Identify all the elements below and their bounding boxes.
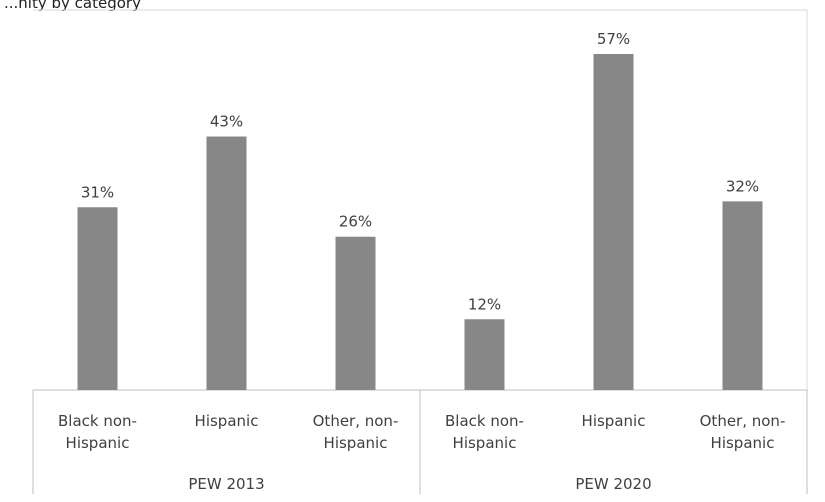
category-tick-label: Hispanic xyxy=(453,434,517,452)
category-tick-label: Other, non- xyxy=(700,412,786,430)
category-tick-label: Other, non- xyxy=(313,412,399,430)
category-tick-label: Hispanic xyxy=(195,412,259,430)
category-tick-label: Black non- xyxy=(58,412,137,430)
data-label: 12% xyxy=(468,295,501,313)
data-label: 31% xyxy=(81,183,114,201)
bar xyxy=(77,207,118,390)
data-label: 32% xyxy=(726,177,759,195)
category-tick-label: Hispanic xyxy=(711,434,775,452)
group-tick-label: PEW 2013 xyxy=(188,475,264,493)
bar xyxy=(722,201,763,390)
bar xyxy=(206,136,247,390)
bar xyxy=(335,236,376,390)
bar xyxy=(464,319,505,390)
data-label: 26% xyxy=(339,213,372,231)
category-tick-label: Hispanic xyxy=(66,434,130,452)
group-tick-label: PEW 2020 xyxy=(575,475,651,493)
category-tick-label: Hispanic xyxy=(582,412,646,430)
data-label: 57% xyxy=(597,30,630,48)
chart-caption: ...nity by category xyxy=(4,0,141,12)
category-tick-label: Black non- xyxy=(445,412,524,430)
data-label: 43% xyxy=(210,113,243,131)
bar xyxy=(593,54,634,390)
category-tick-label: Hispanic xyxy=(324,434,388,452)
